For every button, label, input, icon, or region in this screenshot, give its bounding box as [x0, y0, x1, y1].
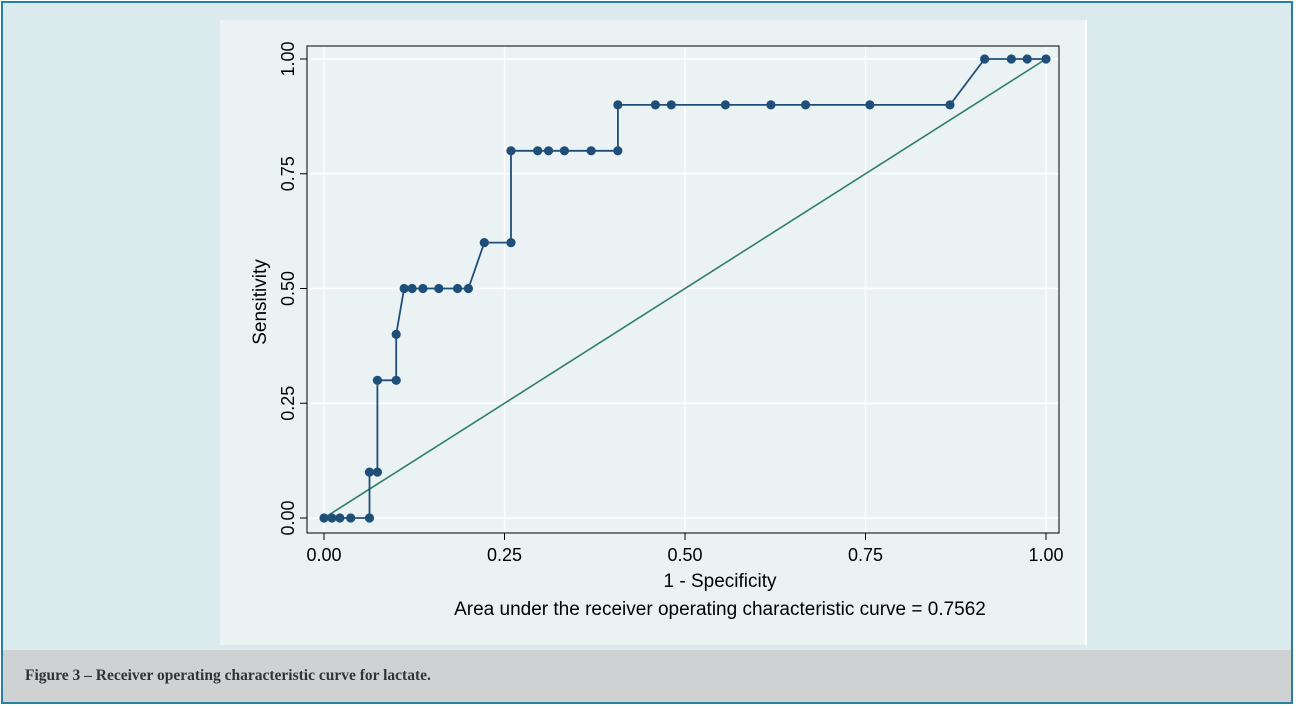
reference-diagonal-line	[323, 58, 1047, 519]
roc-point	[613, 100, 623, 110]
x-axis-label: 1 - Specificity	[664, 571, 777, 592]
x-tick-label: 1.00	[1028, 545, 1063, 565]
roc-point	[364, 513, 375, 523]
roc-point	[418, 283, 428, 294]
roc-point	[372, 467, 383, 477]
roc-point	[533, 146, 543, 156]
roc-point	[613, 146, 623, 156]
roc-point	[800, 100, 811, 110]
roc-point	[559, 146, 570, 156]
roc-point	[407, 283, 417, 294]
x-tick-label: 0.75	[848, 545, 883, 565]
x-tick-label: 0.00	[306, 545, 341, 565]
y-tick-label: 0.00	[278, 500, 298, 535]
roc-point	[452, 283, 463, 294]
grid-lines	[308, 47, 1058, 532]
y-tick-label: 0.25	[278, 386, 298, 421]
y-tick-label: 0.50	[278, 271, 298, 306]
y-tick-label: 0.75	[278, 156, 298, 191]
roc-point	[650, 100, 660, 110]
y-axis-label: Sensitivity	[250, 259, 271, 345]
roc-point	[766, 100, 776, 110]
figure-caption: Figure 3 – Receiver operating characteri…	[25, 667, 431, 684]
roc-point	[1006, 54, 1016, 64]
roc-point	[945, 100, 955, 110]
roc-point	[399, 283, 409, 294]
plot-panel: 0.00 0.25 0.50 0.75 1.00 0.00 0.25 0.50 0.75 1.00…	[220, 20, 1087, 645]
roc-point	[543, 146, 554, 156]
roc-points	[319, 54, 1051, 523]
auc-note: Area under the receiver operating charac…	[454, 599, 986, 620]
roc-point	[391, 329, 401, 339]
roc-point	[364, 467, 375, 477]
roc-point	[1041, 54, 1051, 64]
roc-point	[463, 283, 473, 294]
roc-point	[720, 100, 731, 110]
x-tick-label: 0.25	[487, 545, 522, 565]
roc-point	[479, 238, 489, 248]
roc-point	[391, 375, 401, 385]
roc-point	[372, 375, 383, 385]
roc-chart: 0.00 0.25 0.50 0.75 1.00 0.00 0.25 0.50 0.75 1.00…	[250, 41, 1064, 620]
axes: 0.00 0.25 0.50 0.75 1.00 0.00 0.25 0.50 0.75 1.00	[278, 41, 1064, 565]
y-tick-label: 1.00	[278, 41, 298, 76]
roc-point	[346, 513, 356, 523]
roc-point	[1022, 54, 1032, 64]
caption-bar: Figure 3 – Receiver operating characteri…	[3, 650, 1291, 702]
roc-point	[327, 513, 337, 523]
roc-point	[434, 283, 444, 294]
roc-point	[586, 146, 596, 156]
roc-point	[666, 100, 676, 110]
roc-point	[506, 146, 516, 156]
x-tick-label: 0.50	[667, 545, 702, 565]
roc-point	[980, 54, 990, 64]
roc-point	[335, 513, 345, 523]
roc-point	[506, 238, 516, 248]
roc-point	[319, 513, 329, 523]
roc-point	[865, 100, 875, 110]
